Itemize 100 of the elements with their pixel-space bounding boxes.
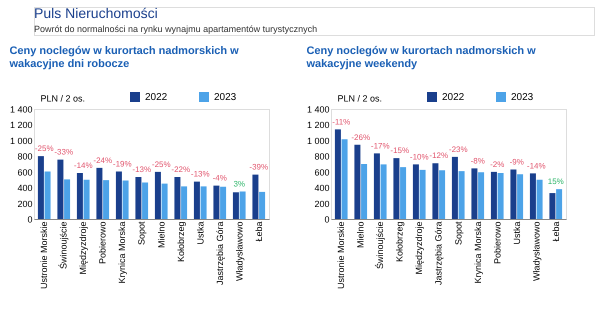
x-tick-label: Ustronie Morskie [336,222,346,290]
y-tick-label: 800 [17,152,32,162]
annotation: -9% [510,158,524,166]
annotation: -11% [332,117,350,126]
bar [380,164,387,219]
bar [556,189,562,219]
x-tick-label: Kołobrzeg [176,222,186,262]
bar [44,171,51,219]
x-tick-label: Łeba [254,222,264,242]
bar [452,156,458,219]
bar [154,172,161,219]
bar [259,192,266,219]
bar [200,186,207,219]
text: Powrót do normalności na rynku wynajmu apartamentów turystycznych [34,24,318,34]
annotation: -19% [112,159,132,168]
bar [213,186,220,219]
x-tick-label: Jastrzębia Góra [434,222,444,286]
annotation: -13% [190,170,210,179]
x-tick-label: Jastrzębia Góra [214,222,225,286]
bar [181,186,188,219]
bar [439,170,446,219]
annotation: -17% [370,141,390,150]
y-axis-title: PLN / 2 os. [338,94,382,104]
annotation: -14% [74,161,93,170]
bar [374,153,380,219]
annotation: -22% [171,164,190,174]
x-tick-label: Sopot [136,221,147,246]
chart-title: Ceny noclegów w kurortach nadmorskich w wakacyjne weekendy [305,45,536,70]
text: Puls Nieruchomości [34,5,158,21]
annotation: 3% [233,180,246,188]
y-tick-label: 600 [17,167,32,178]
bar [432,163,438,219]
bar [135,176,142,219]
bar [174,176,180,219]
legend-label: 2023 [214,92,237,103]
x-tick-label: Sopot [453,221,464,246]
y-tick-label: 400 [17,183,32,194]
y-tick-label: 1 000 [10,136,32,146]
x-tick-label: Międzyzdroje [414,222,424,275]
annotation: -10% [410,152,429,162]
bar [412,164,419,219]
bar [498,173,504,219]
bar [471,168,478,219]
annotation: -12% [429,151,448,160]
bar [458,171,465,219]
x-tick-label: Pobierowo [98,222,108,264]
bar [84,180,90,219]
x-tick-label: Kołobrzeg [394,222,405,262]
y-tick-label: 200 [17,198,32,209]
bar [342,139,348,219]
bar [361,164,368,219]
bar [38,156,44,219]
bar [252,174,258,219]
y-tick-label: 1 200 [306,120,330,130]
bar [549,193,556,219]
bar [400,167,406,219]
bar [142,182,148,219]
y-axis-title: PLN / 2 os. [40,94,86,104]
annotation: -39% [249,162,268,172]
bar [232,192,239,219]
bar [194,182,200,219]
bar [530,173,536,219]
x-tick-label: Krynica Morska [117,222,128,284]
annotation: -23% [448,144,468,154]
x-tick-label: Mielno [356,222,366,248]
x-tick-label: Władysławowo [531,222,542,282]
x-tick-label: Świnoujście [58,222,69,270]
annotation: -26% [351,132,370,142]
y-tick-label: 800 [314,152,330,162]
bar [240,192,246,219]
legend-label: 2022 [442,92,465,103]
annotation: -13% [132,164,152,174]
annotation: -25% [34,144,54,154]
x-tick-label: Ustka [512,222,522,245]
bar [354,144,360,219]
bar [162,184,168,219]
bar [517,174,524,219]
bar [510,170,516,219]
bar [536,180,543,219]
bar [334,129,341,219]
y-tick-label: 600 [314,167,330,178]
y-tick-label: 0 [27,214,32,224]
bar [122,180,129,219]
x-tick-label: Łeba [550,222,561,242]
y-tick-label: 0 [324,214,330,224]
bar [393,158,400,219]
annotation: -14% [526,161,546,170]
bar [490,172,497,219]
bar [96,168,102,219]
y-tick-label: 400 [314,183,330,194]
bar [76,173,83,219]
x-tick-label: Świnoujście [374,222,386,270]
bar [220,186,226,219]
x-tick-label: Mielno [156,222,166,248]
y-tick-label: 1 400 [306,104,330,114]
y-tick-label: 1 000 [306,136,330,146]
bar [478,172,484,219]
x-tick-label: Ustronie Morskie [39,222,50,290]
bar [103,180,110,219]
x-tick-label: Pobierowo [492,222,502,264]
